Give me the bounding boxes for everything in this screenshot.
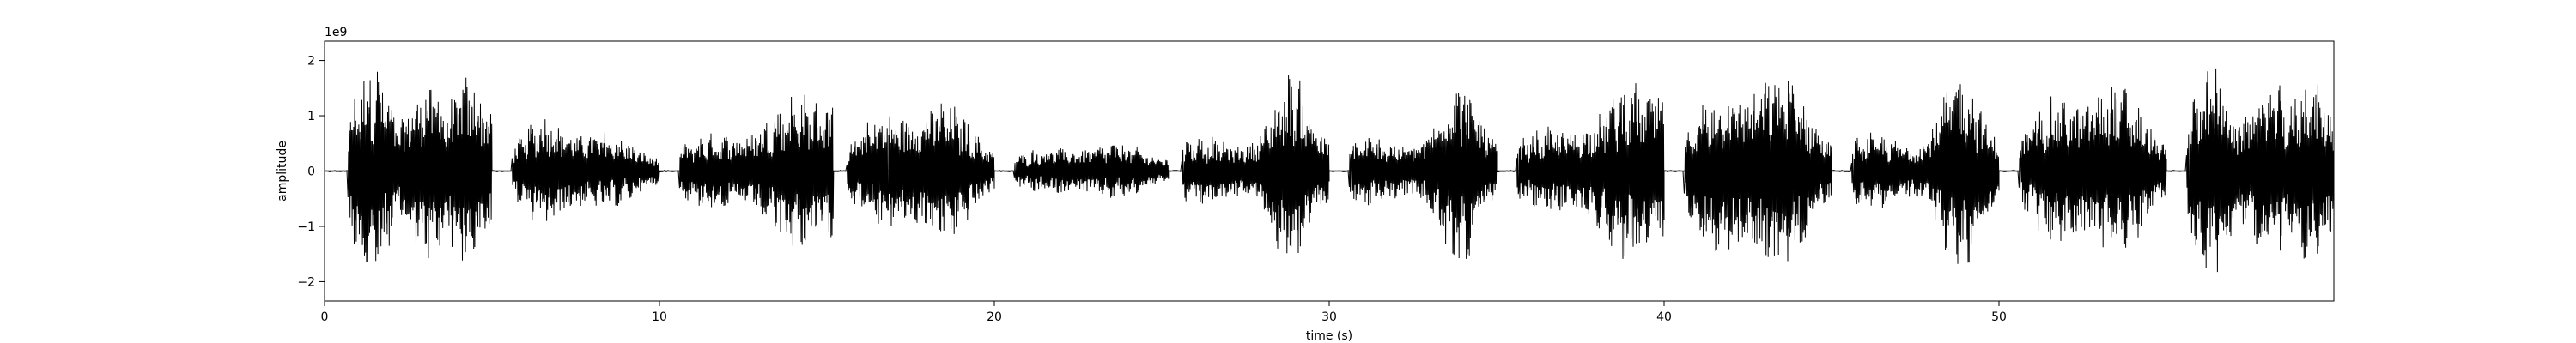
- y-tick-label: −2: [297, 275, 315, 289]
- x-tick-label: 50: [1991, 310, 2007, 324]
- x-tick-label: 40: [1656, 310, 1672, 324]
- x-tick-label: 30: [1321, 310, 1337, 324]
- y-tick-label: −1: [297, 220, 315, 234]
- waveform-line: [324, 68, 2335, 273]
- y-tick-label: 0: [307, 165, 315, 179]
- x-axis-label: time (s): [1306, 329, 1352, 343]
- y-scale-label: 1e9: [325, 26, 347, 39]
- x-tick-label: 10: [652, 310, 667, 324]
- x-axis: 0 10 20 30 40 50: [321, 301, 2007, 324]
- waveform-series: [324, 68, 2335, 273]
- x-tick-label: 20: [987, 310, 1002, 324]
- x-tick-label: 0: [321, 310, 329, 324]
- plot-frame: [324, 40, 2335, 302]
- y-axis: 2 1 0 −1 −2: [297, 55, 325, 289]
- y-axis-label: amplitude: [276, 141, 289, 202]
- y-tick-label: 1: [307, 110, 315, 123]
- y-tick-label: 2: [307, 55, 315, 69]
